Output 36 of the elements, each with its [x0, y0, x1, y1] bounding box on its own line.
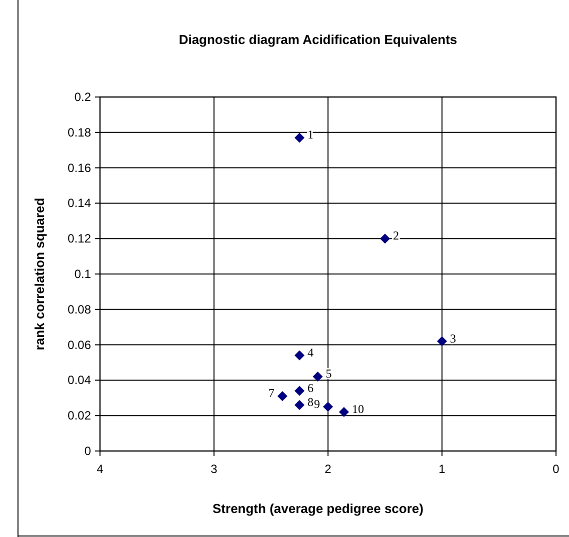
y-tick-label: 0.06 — [68, 338, 92, 352]
y-tick-label: 0.14 — [68, 196, 92, 210]
annotation: 9 — [314, 396, 320, 411]
y-tick-label: 0.08 — [68, 302, 92, 316]
annotation: 10 — [352, 402, 364, 416]
y-tick-label: 0.2 — [74, 90, 92, 104]
point — [380, 234, 390, 244]
y-tick-label: 0.1 — [74, 267, 92, 281]
y-axis-title: rank correlation squared — [32, 198, 47, 350]
x-tick-label: 2 — [324, 462, 332, 476]
point — [294, 132, 304, 143]
point — [294, 350, 304, 360]
point — [437, 336, 447, 346]
x-tick-label: 3 — [210, 462, 218, 476]
annotation: 4 — [308, 345, 314, 360]
annotation: 8 — [308, 394, 314, 409]
point — [294, 386, 304, 396]
point — [277, 391, 288, 402]
y-tick-label: 0.02 — [68, 408, 92, 423]
point — [294, 400, 304, 410]
point — [312, 372, 323, 382]
annotation: 7 — [268, 386, 274, 400]
x-axis-title: Strength (average pedigree score) — [212, 501, 424, 516]
y-tick-label: 0.18 — [68, 125, 92, 140]
point — [338, 407, 349, 418]
y-tick-label: 0 — [84, 444, 92, 458]
y-tick-label: 0.04 — [68, 373, 92, 388]
y-tick-label: 0.16 — [68, 160, 92, 175]
x-tick-label: 1 — [438, 462, 446, 476]
y-tick-label: 0.12 — [68, 232, 92, 246]
x-tick-label: 4 — [96, 462, 104, 476]
chart-title: Diagnostic diagram Acidification Equivalents — [178, 32, 458, 47]
annotation: 3 — [450, 331, 456, 346]
x-tick-label: 0 — [552, 462, 560, 476]
annotation: 6 — [308, 380, 314, 395]
point — [323, 402, 333, 412]
